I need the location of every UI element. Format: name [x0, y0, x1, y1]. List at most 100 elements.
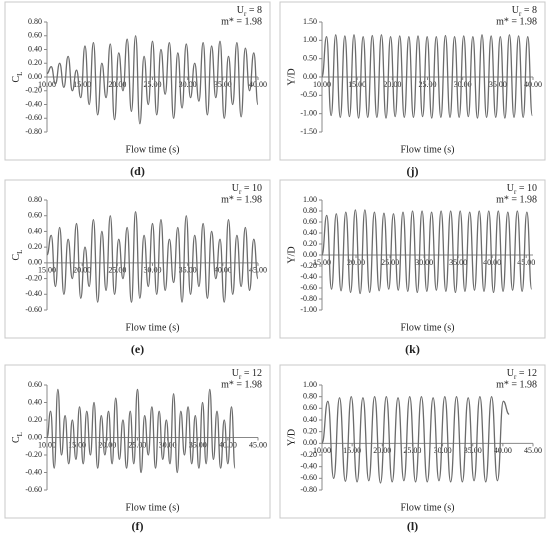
y-tick-label: 0.00 — [303, 438, 317, 447]
panel-frame — [4, 1, 271, 161]
panel: -1.50 -1.00 -0.50 0.00 0.50 1.00 1.50 10.00 15.0… — [279, 1, 546, 178]
x-tick-label: 40.00 — [494, 446, 512, 455]
value-text: = 10 — [516, 183, 537, 194]
x-tick-label: 30.00 — [434, 446, 452, 455]
symbol: U — [507, 183, 515, 194]
y-tick-label: 0.60 — [28, 380, 42, 389]
panel-frame — [279, 179, 546, 339]
x-tick-label: 40.00 — [219, 440, 237, 449]
annotation-reduced-velocity: Ur = 12 — [232, 368, 262, 380]
y-tick-label: 0.60 — [28, 31, 42, 40]
x-tick-label: 15.00 — [38, 266, 56, 275]
value-text: = 8 — [246, 5, 262, 16]
symbol: U — [507, 368, 515, 379]
y-tick-label: 0.00 — [28, 432, 42, 441]
subscript: L — [16, 432, 24, 436]
x-tick-label: 25.00 — [108, 266, 126, 275]
y-tick-label: -0.60 — [300, 283, 317, 292]
value-text: = 12 — [516, 368, 537, 379]
y-axis-label: CL — [11, 250, 23, 261]
symbol: C — [11, 75, 22, 82]
panel-frame — [279, 1, 546, 161]
annotation-mass-ratio: m* = 1.98 — [496, 194, 537, 205]
y-tick-label: -0.40 — [300, 461, 317, 470]
y-tick-label: -0.20 — [25, 273, 42, 282]
x-tick-label: 30.00 — [159, 440, 177, 449]
y-tick-label: 1.00 — [303, 35, 317, 44]
panel-label: (d) — [130, 164, 145, 178]
x-tick-label: 45.00 — [249, 440, 267, 449]
x-tick-label: 25.00 — [144, 80, 162, 89]
subscript: r — [514, 188, 517, 196]
symbol: U — [237, 5, 245, 16]
value-text: = 12 — [241, 368, 262, 379]
value-text: = 10 — [241, 183, 262, 194]
y-tick-label: 0.80 — [303, 206, 317, 215]
symbol: U — [232, 183, 240, 194]
y-axis-label: Y/D — [286, 429, 297, 446]
symbol: C — [11, 253, 22, 260]
x-tick-label: 45.00 — [524, 446, 542, 455]
panel-frame — [4, 179, 271, 339]
panel-label: (j) — [407, 164, 419, 178]
x-axis-label: Flow time (s) — [126, 144, 180, 155]
value-text: = 8 — [521, 5, 537, 16]
panel: -0.60 -0.40 -0.20 0.00 0.20 0.40 0.60 0.80 15.00… — [4, 179, 271, 356]
annotation-reduced-velocity: Ur = 10 — [232, 183, 262, 195]
panel-label: (e) — [131, 342, 144, 356]
x-tick-label: 40.00 — [214, 266, 232, 275]
x-tick-label: 20.00 — [383, 80, 401, 89]
x-tick-label: 15.00 — [343, 446, 361, 455]
y-tick-label: 0.00 — [303, 250, 317, 259]
y-tick-label: 0.60 — [28, 211, 42, 220]
y-tick-label: -0.60 — [25, 485, 42, 494]
y-tick-label: 0.20 — [28, 242, 42, 251]
x-tick-label: 40.00 — [249, 80, 267, 89]
y-tick-label: -0.50 — [300, 90, 317, 99]
x-axis-label: Flow time (s) — [401, 502, 455, 513]
y-tick-label: -1.00 — [300, 108, 317, 117]
subscript: L — [16, 72, 24, 76]
subscript: r — [244, 10, 247, 18]
annotation-mass-ratio: m* = 1.98 — [496, 16, 537, 27]
symbol: U — [232, 368, 240, 379]
x-tick-label: 30.00 — [179, 80, 197, 89]
y-tick-label: 0.00 — [303, 72, 317, 81]
symbol: C — [11, 436, 22, 443]
y-tick-label: -0.60 — [300, 473, 317, 482]
x-tick-label: 35.00 — [179, 266, 197, 275]
y-tick-label: 0.20 — [28, 58, 42, 67]
x-axis-label: Flow time (s) — [126, 322, 180, 333]
series-line — [321, 209, 533, 295]
y-tick-label: 0.80 — [28, 195, 42, 204]
panel: -0.80 -0.60 -0.40 -0.20 0.00 0.20 0.40 0.60 0.80… — [4, 1, 271, 178]
y-tick-label: -1.50 — [300, 127, 317, 136]
y-tick-label: 0.80 — [28, 17, 42, 26]
y-tick-label: 0.40 — [28, 397, 42, 406]
y-tick-label: -0.60 — [25, 305, 42, 314]
y-axis-label: CL — [11, 432, 23, 443]
x-tick-label: 25.00 — [419, 80, 437, 89]
y-tick-label: -0.80 — [300, 485, 317, 494]
x-tick-label: 25.00 — [128, 440, 146, 449]
x-tick-label: 30.00 — [144, 266, 162, 275]
subscript: r — [239, 373, 242, 381]
series-line — [46, 35, 259, 125]
series-line — [321, 34, 533, 119]
y-tick-label: 0.50 — [303, 53, 317, 62]
panel: -1.00 -0.80 -0.60 -0.40 -0.20 0.00 0.20 0.40 0.6… — [279, 179, 546, 356]
x-tick-label: 20.00 — [373, 446, 391, 455]
x-tick-label: 25.00 — [381, 258, 399, 267]
series-line — [321, 396, 510, 484]
x-tick-label: 15.00 — [313, 258, 331, 267]
x-axis-label: Flow time (s) — [126, 502, 180, 513]
y-tick-label: 0.20 — [303, 426, 317, 435]
x-tick-label: 45.00 — [249, 266, 267, 275]
x-tick-label: 20.00 — [73, 266, 91, 275]
x-tick-label: 35.00 — [464, 446, 482, 455]
panel-label: (l) — [407, 519, 418, 533]
y-tick-label: -0.40 — [25, 467, 42, 476]
annotation-mass-ratio: m* = 1.98 — [496, 379, 537, 390]
x-tick-label: 40.00 — [524, 80, 542, 89]
x-tick-label: 20.00 — [98, 440, 116, 449]
